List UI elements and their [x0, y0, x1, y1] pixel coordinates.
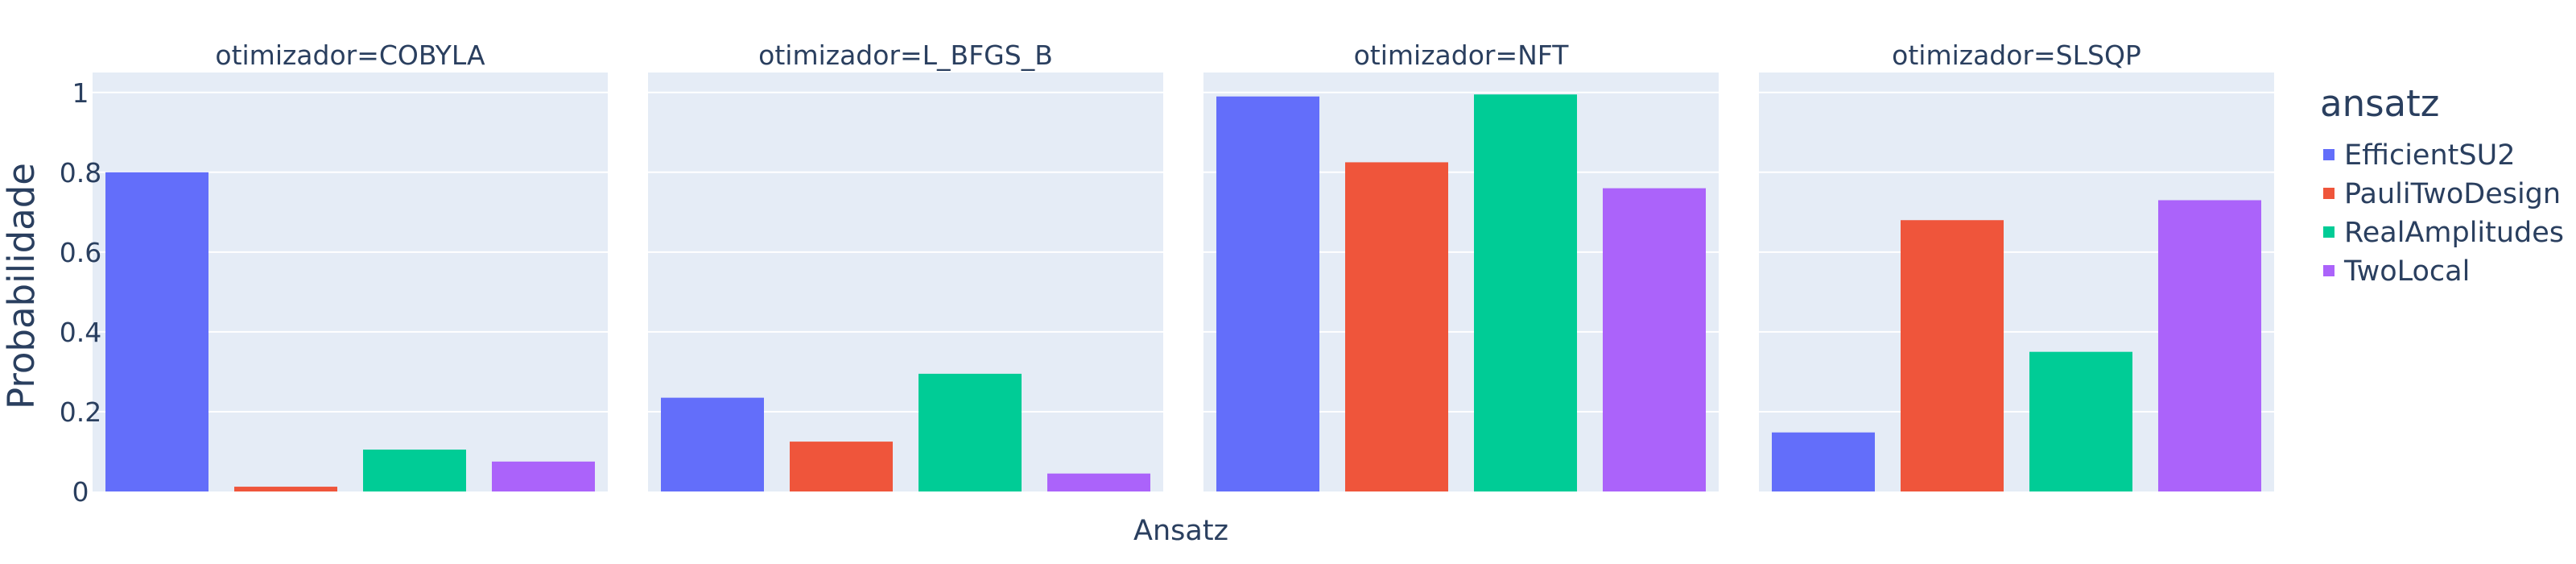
- legend-swatch: [2323, 226, 2334, 238]
- bar-slsqp-twolocal: [2158, 200, 2261, 491]
- bar-cobyla-realamplitudes: [363, 450, 466, 491]
- facet-panel-slsqp: otimizador=SLSQP: [1759, 39, 2274, 491]
- facet-title: otimizador=COBYLA: [215, 39, 485, 71]
- legend-label: RealAmplitudes: [2344, 217, 2564, 249]
- x-axis-title: Ansatz: [1133, 515, 1228, 547]
- y-tick-label: 1: [72, 77, 89, 109]
- bar-l-bfgs-b-efficientsu2: [661, 397, 764, 491]
- y-tick-label: 0.8: [60, 157, 101, 189]
- legend-title: ansatz: [2320, 82, 2439, 125]
- y-tick-label: 0.4: [60, 317, 101, 348]
- facet-title: otimizador=L_BFGS_B: [758, 39, 1053, 71]
- legend-item-realamplitudes[interactable]: RealAmplitudes: [2323, 217, 2564, 249]
- bar-nft-paulitwodesign: [1345, 162, 1448, 491]
- legend-item-efficientsu2[interactable]: EfficientSU2: [2323, 139, 2515, 172]
- y-tick-label: 0.6: [60, 237, 101, 268]
- legend-label: PauliTwoDesign: [2344, 178, 2561, 210]
- facet-panel-nft: otimizador=NFT: [1203, 39, 1719, 491]
- facet-panel-l-bfgs-b: otimizador=L_BFGS_B: [648, 39, 1163, 491]
- bar-slsqp-paulitwodesign: [1901, 220, 2004, 491]
- legend: ansatz EfficientSU2 PauliTwoDesign RealAmpl…: [2320, 82, 2564, 288]
- y-axis: 0 0.2 0.4 0.6 0.8 1: [60, 77, 101, 508]
- y-tick-label: 0: [72, 476, 89, 508]
- bar-cobyla-paulitwodesign: [234, 487, 337, 491]
- y-axis-title: Probabilidade: [0, 163, 43, 409]
- legend-swatch: [2323, 265, 2334, 276]
- bar-cobyla-twolocal: [492, 461, 595, 491]
- facet-title: otimizador=SLSQP: [1892, 39, 2141, 71]
- facet-title: otimizador=NFT: [1354, 39, 1570, 71]
- legend-label: TwoLocal: [2343, 255, 2470, 288]
- legend-item-paulitwodesign[interactable]: PauliTwoDesign: [2323, 178, 2561, 210]
- legend-swatch: [2323, 149, 2334, 160]
- y-tick-label: 0.2: [60, 396, 101, 428]
- bar-nft-realamplitudes: [1474, 94, 1577, 491]
- bar-l-bfgs-b-realamplitudes: [919, 373, 1022, 491]
- legend-item-twolocal[interactable]: TwoLocal: [2323, 255, 2470, 288]
- bar-slsqp-realamplitudes: [2029, 351, 2132, 491]
- bar-l-bfgs-b-paulitwodesign: [790, 442, 893, 491]
- bar-slsqp-efficientsu2: [1772, 432, 1875, 491]
- bar-nft-efficientsu2: [1216, 96, 1319, 491]
- facet-panel-cobyla: otimizador=COBYLA: [93, 39, 608, 492]
- legend-swatch: [2323, 188, 2334, 199]
- legend-label: EfficientSU2: [2344, 139, 2515, 172]
- bar-l-bfgs-b-twolocal: [1047, 473, 1150, 491]
- bar-cobyla-efficientsu2: [105, 172, 208, 492]
- facet-panels: otimizador=COBYLA otimizador=L_BFGS_B otim…: [93, 39, 2274, 492]
- bar-nft-twolocal: [1603, 188, 1706, 491]
